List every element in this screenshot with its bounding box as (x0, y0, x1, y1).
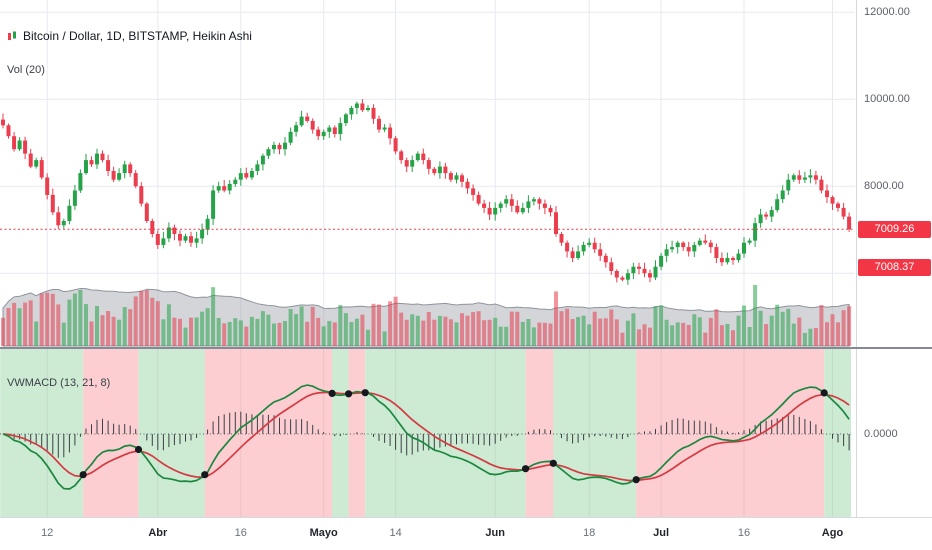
macd-histogram (8, 411, 850, 458)
time-axis-month-label: Mayo (309, 527, 338, 539)
time-axis-month-label: Jul (653, 527, 670, 539)
symbol-title: Bitcoin / Dollar, 1D, BITSTAMP, Heikin A… (23, 29, 252, 43)
time-axis-month-label: Jun (485, 527, 505, 539)
price-pane[interactable] (0, 0, 856, 348)
last-price-badge: 7008.37 (858, 259, 931, 277)
pane-divider[interactable] (0, 347, 932, 349)
signal-line (2, 391, 850, 482)
volume-legend[interactable]: Vol (20) (7, 62, 252, 78)
price-axis-label: 8000.00 (864, 180, 904, 193)
candles (1, 99, 852, 285)
cross-dots (79, 389, 828, 484)
price-axis-label: 10000.00 (864, 93, 910, 106)
last-price-badge: 7009.26 (858, 221, 931, 239)
price-axis[interactable]: 12000.00 10000.00 8000.00 7009.26 7008.37 0.0… (856, 0, 932, 517)
time-axis-day-label: 12 (41, 527, 54, 539)
time-axis-day-label: 14 (389, 527, 402, 539)
time-axis-month-label: Ago (821, 527, 844, 539)
symbol-legend[interactable]: Bitcoin / Dollar, 1D, BITSTAMP, Heikin A… (7, 28, 252, 44)
time-axis-month-label: Abr (148, 527, 168, 539)
candlestick-icon (8, 31, 16, 40)
indicator-legend[interactable]: VWMACD (13, 21, 8) (7, 375, 110, 391)
time-axis-day-label: 18 (583, 527, 596, 539)
time-axis[interactable]: 12 Abr 16 Mayo 14 Jun 18 Jul 16 Ago (0, 517, 932, 550)
time-axis-day-label: 16 (234, 527, 247, 539)
price-axis-label: 12000.00 (864, 6, 910, 19)
volume-label: Vol (20) (7, 64, 45, 76)
trend-zones (0, 349, 851, 517)
volume-bars (1, 285, 852, 346)
indicator-zero-label: 0.0000 (864, 428, 898, 440)
indicator-label: VWMACD (13, 21, 8) (7, 377, 111, 389)
macd-line (2, 384, 850, 490)
time-axis-day-label: 16 (737, 527, 751, 539)
indicator-pane[interactable] (0, 349, 856, 517)
main-legend: Bitcoin / Dollar, 1D, BITSTAMP, Heikin A… (7, 28, 252, 78)
